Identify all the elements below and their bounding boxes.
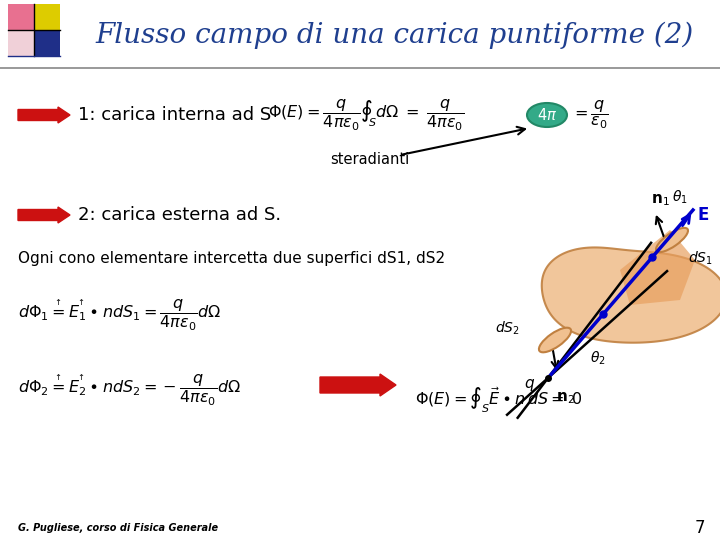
- Text: Flusso campo di una carica puntiforme (2): Flusso campo di una carica puntiforme (2…: [96, 21, 694, 49]
- Text: $d\Phi_1 = E_1 \bullet ndS_1 = \dfrac{q}{4\pi\varepsilon_0}d\Omega$: $d\Phi_1 = E_1 \bullet ndS_1 = \dfrac{q}…: [18, 297, 222, 333]
- Bar: [8, 4, 34, 30]
- Text: $\uparrow$: $\uparrow$: [53, 297, 61, 307]
- Bar: [34, 30, 60, 56]
- Text: Ogni cono elementare intercetta due superfici dS1, dS2: Ogni cono elementare intercetta due supe…: [18, 251, 445, 266]
- FancyArrow shape: [18, 207, 70, 223]
- Ellipse shape: [656, 228, 688, 252]
- Text: $=\dfrac{q}{\varepsilon_0}$: $=\dfrac{q}{\varepsilon_0}$: [571, 99, 609, 131]
- Ellipse shape: [527, 103, 567, 127]
- Text: 7: 7: [695, 519, 706, 537]
- Bar: [8, 30, 34, 56]
- Text: $\mathbf{E}$: $\mathbf{E}$: [697, 206, 709, 224]
- Text: $\uparrow$: $\uparrow$: [76, 297, 84, 307]
- Text: $\uparrow$: $\uparrow$: [76, 372, 84, 382]
- Text: 2: carica esterna ad S.: 2: carica esterna ad S.: [78, 206, 281, 224]
- Text: $\Phi(E) = \dfrac{q}{4\pi\varepsilon_0}\oint_{\!\!S} d\Omega\;=\;\dfrac{q}{4\pi\: $\Phi(E) = \dfrac{q}{4\pi\varepsilon_0}\…: [268, 97, 464, 133]
- Text: $\theta_2$: $\theta_2$: [590, 349, 606, 367]
- Text: $dS_2$: $dS_2$: [495, 319, 520, 337]
- Text: $\theta_1$: $\theta_1$: [672, 188, 688, 206]
- Text: $q$: $q$: [524, 377, 535, 393]
- Text: $dS_1$: $dS_1$: [688, 249, 713, 267]
- Text: $\mathbf{n}_1$: $\mathbf{n}_1$: [651, 192, 670, 208]
- Polygon shape: [541, 247, 720, 343]
- Text: $4\pi$: $4\pi$: [537, 107, 557, 123]
- Text: G. Pugliese, corso di Fisica Generale: G. Pugliese, corso di Fisica Generale: [18, 523, 218, 533]
- Text: $d\Phi_2 = E_2 \bullet ndS_2 = -\dfrac{q}{4\pi\varepsilon_0}d\Omega$: $d\Phi_2 = E_2 \bullet ndS_2 = -\dfrac{q…: [18, 372, 241, 408]
- Bar: [34, 4, 60, 30]
- FancyArrow shape: [18, 107, 70, 123]
- Text: $\Phi(E)=\oint_S \vec{E}\bullet n\,dS=\;0$: $\Phi(E)=\oint_S \vec{E}\bullet n\,dS=\;…: [415, 385, 582, 415]
- FancyArrow shape: [320, 374, 396, 396]
- Polygon shape: [620, 230, 695, 305]
- Text: 1: carica interna ad S: 1: carica interna ad S: [78, 106, 271, 124]
- Text: $\mathbf{n}_2$: $\mathbf{n}_2$: [556, 390, 575, 406]
- Ellipse shape: [539, 328, 571, 352]
- Text: steradianti: steradianti: [330, 152, 410, 167]
- Text: $\uparrow$: $\uparrow$: [53, 372, 61, 382]
